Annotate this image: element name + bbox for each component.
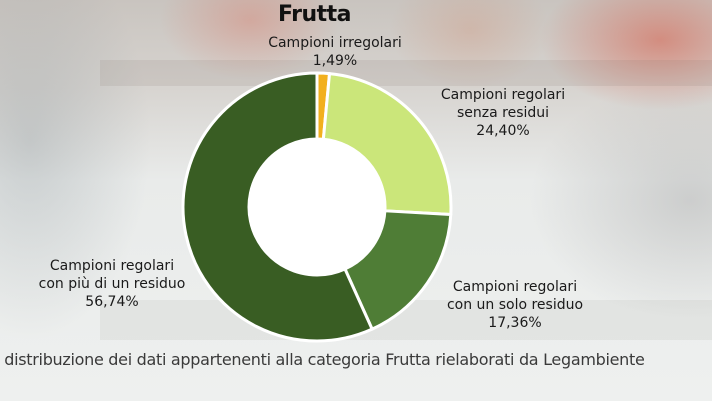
background-band	[100, 60, 712, 86]
label-text: Campioni regolari	[440, 87, 566, 103]
label-senza-residui: Campioni regolari senza residui 24,40%	[428, 86, 578, 140]
label-text: senza residui	[456, 105, 550, 121]
label-text: Campioni irregolari	[268, 35, 402, 51]
label-campioni-irregolari: Campioni irregolari 1,49%	[255, 34, 415, 70]
label-value: 56,74%	[85, 294, 139, 310]
label-text: Campioni regolari	[49, 258, 175, 274]
label-un-solo-residuo: Campioni regolari con un solo residuo 17…	[430, 278, 600, 332]
donut-slice-4	[181, 71, 374, 343]
label-value: 17,36%	[488, 315, 542, 331]
chart-caption: - distribuzione dei dati appartenenti al…	[0, 350, 645, 369]
label-text: con un solo residuo	[446, 297, 584, 313]
donut-slice-2	[321, 72, 453, 217]
chart-title: Frutta	[278, 2, 352, 27]
label-piu-di-un-residuo: Campioni regolari con più di un residuo …	[22, 257, 202, 311]
label-value: 1,49%	[312, 53, 358, 69]
label-text: con più di un residuo	[38, 276, 186, 292]
donut-slice-3	[343, 209, 453, 331]
label-text: Campioni regolari	[452, 279, 578, 295]
label-value: 24,40%	[476, 123, 530, 139]
donut-hole	[250, 140, 384, 274]
